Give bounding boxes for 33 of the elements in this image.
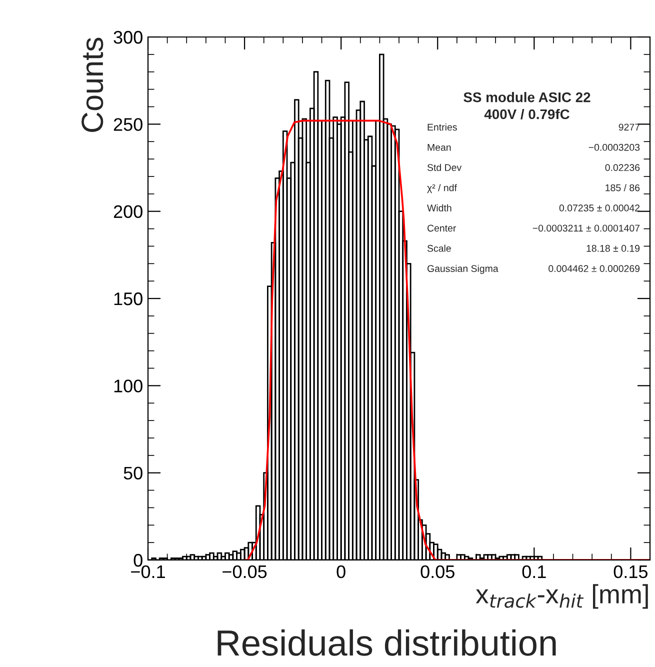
annotation: Entries xyxy=(428,123,457,131)
annotation: 0.02236 xyxy=(605,164,640,172)
x-tick-label: −0.05 xyxy=(222,565,267,578)
x-tick-label: 0 xyxy=(336,565,346,578)
y-tick-label: 200 xyxy=(114,205,142,218)
y-tick-label: 50 xyxy=(124,466,142,480)
x-tick-label: 0.15 xyxy=(614,565,648,578)
annotation: Center xyxy=(427,224,456,232)
y-tick-label: 0 xyxy=(134,554,142,567)
y-tick-label: 100 xyxy=(114,380,142,392)
annotation: 9277 xyxy=(618,124,640,131)
annotation: 0.004462 ± 0.000269 xyxy=(548,265,640,272)
annotation: Width xyxy=(427,204,452,212)
annotation: −0.0003211 ± 0.0001407 xyxy=(532,224,640,232)
annotation: Mean xyxy=(428,144,451,151)
x-tick-label: 0.05 xyxy=(420,565,454,578)
annotation: χ² / ndf xyxy=(427,184,457,194)
x-axis-title: x$_{track}$-x$_{hit}$ [mm] xyxy=(476,584,648,609)
annotation: Scale xyxy=(427,244,451,252)
annotation: 18.18 ± 0.19 xyxy=(586,244,640,252)
text: SS module ASIC 22 400V / 0.79fC xyxy=(464,92,590,120)
annotation: −0.0003203 xyxy=(588,144,640,151)
x-tick-label: −0.1 xyxy=(131,565,165,578)
y-tick-label: 150 xyxy=(114,292,142,306)
y-tick-label: 250 xyxy=(114,118,142,131)
y-axis-title: Counts xyxy=(82,38,104,132)
x-tick-label: 0.1 xyxy=(522,565,546,578)
text: Residuals distribution xyxy=(218,629,556,656)
annotation: 0.07235 ± 0.00042 xyxy=(559,204,640,212)
annotation: Std Dev xyxy=(427,164,462,172)
annotation: Gaussian Sigma xyxy=(427,264,498,274)
y-tick-label: 300 xyxy=(114,30,142,44)
annotation: 185 / 86 xyxy=(606,184,640,192)
